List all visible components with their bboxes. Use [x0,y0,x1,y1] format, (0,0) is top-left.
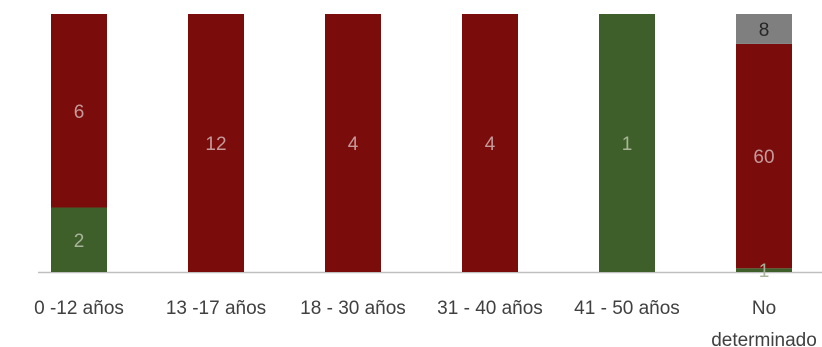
bar-segment [462,14,518,272]
data-label: 12 [205,134,226,155]
bar-segment [736,43,792,269]
bar-segment [188,14,244,272]
bar-segment [51,14,107,208]
segment-labels-group: 2 6 12 4 4 1 1 60 8 [74,20,775,282]
data-label: 6 [74,102,85,123]
bar-segment [51,207,107,272]
category-label: 41 - 50 años [574,298,680,319]
bar-segment [736,14,792,44]
category-label: 18 - 30 años [300,298,406,319]
bar-segment [599,14,655,272]
data-label: 2 [74,231,85,252]
category-labels-group: 0 -12 años 13 -17 años 18 - 30 años 31 - 40… [34,298,817,347]
category-label: No determinado [711,298,817,347]
data-label: 1 [759,261,770,282]
data-label: 60 [753,147,774,168]
category-label: 0 -12 años [34,298,124,319]
data-label: 4 [348,134,359,155]
bar-segment [325,14,381,272]
bars-group [51,14,792,272]
bar-segment [736,268,792,272]
category-label: 13 -17 años [166,298,266,319]
data-label: 8 [759,20,770,41]
data-label: 4 [485,134,496,155]
data-label: 1 [622,134,633,155]
category-label: 31 - 40 años [437,298,543,319]
